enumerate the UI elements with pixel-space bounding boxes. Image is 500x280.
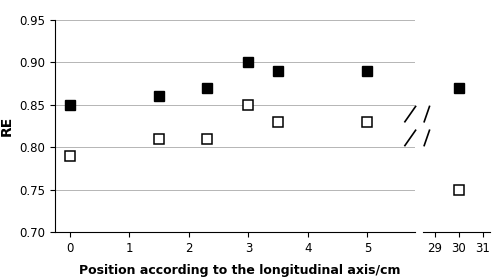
Y-axis label: RE: RE [0, 116, 14, 136]
Text: Position according to the longitudinal axis/cm: Position according to the longitudinal a… [79, 264, 401, 277]
